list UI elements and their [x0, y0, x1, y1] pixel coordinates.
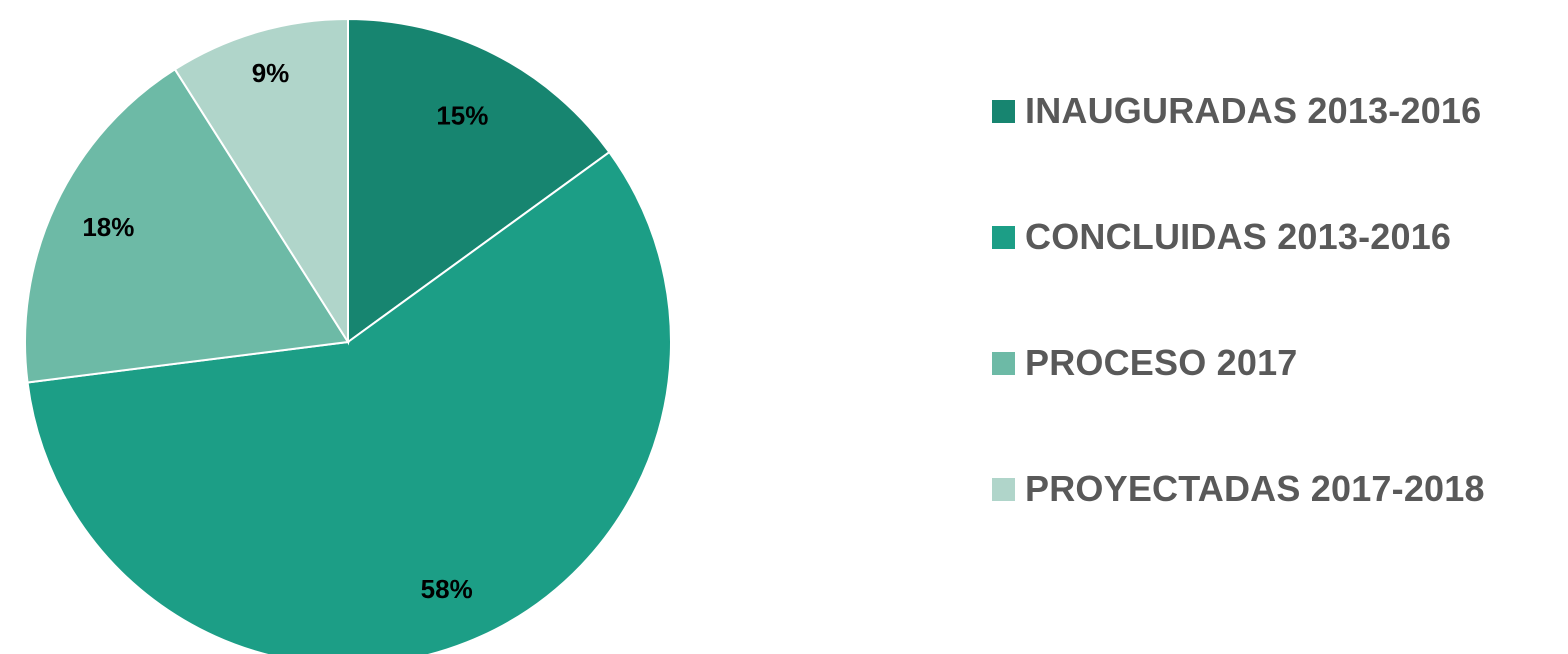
pie-slice-inauguradas: [347, 17, 611, 344]
legend-item-proyectadas: PROYECTADAS 2017-2018: [992, 456, 1485, 522]
pie-chart: 15% 58% 18% 9%: [24, 17, 672, 654]
legend-swatch-proyectadas: [992, 477, 1015, 501]
pie-slice-proceso: [24, 67, 350, 384]
legend-swatch-proceso: [992, 351, 1015, 375]
pie-slice-concluidas: [26, 150, 672, 654]
pie-slice-label-inauguradas: 15%: [436, 100, 488, 130]
pie-slice-label-concluidas: 58%: [421, 574, 473, 604]
legend-label-proceso: PROCESO 2017: [1025, 342, 1298, 383]
legend-swatch-concluidas: [992, 225, 1015, 249]
legend-label-concluidas: CONCLUIDAS 2013-2016: [1025, 216, 1452, 257]
pie-slice-proyectadas: [173, 17, 349, 346]
pie-slice-label-proyectadas: 9%: [252, 58, 290, 88]
legend-label-inauguradas: INAUGURADAS 2013-2016: [1025, 90, 1482, 131]
legend: INAUGURADAS 2013-2016 CONCLUIDAS 2013-20…: [992, 78, 1485, 582]
legend-item-inauguradas: INAUGURADAS 2013-2016: [992, 78, 1485, 144]
legend-label-proyectadas: PROYECTADAS 2017-2018: [1025, 468, 1485, 509]
legend-item-concluidas: CONCLUIDAS 2013-2016: [992, 204, 1485, 270]
pie-slice-label-proceso: 18%: [82, 212, 134, 242]
legend-swatch-inauguradas: [992, 99, 1015, 123]
legend-item-proceso: PROCESO 2017: [992, 330, 1485, 396]
